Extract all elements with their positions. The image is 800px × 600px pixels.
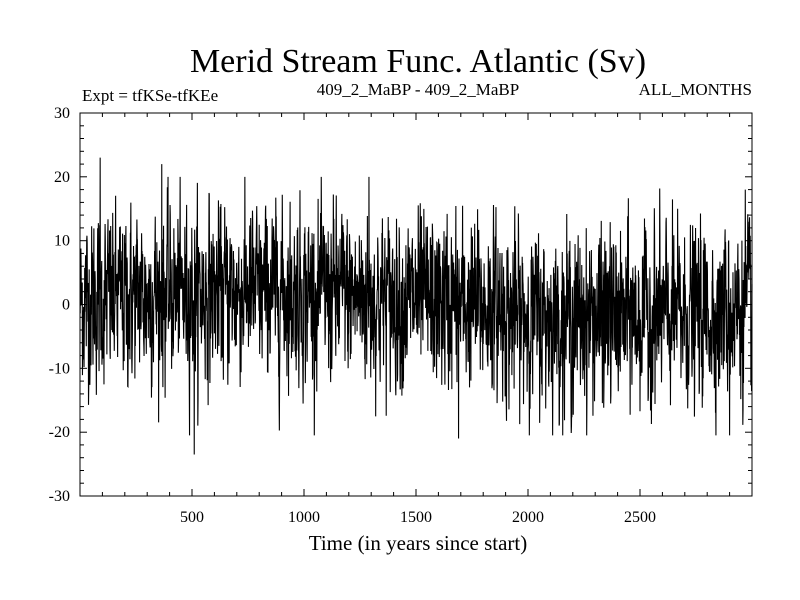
x-tick-label: 500: [180, 509, 204, 526]
series-layer: [79, 157, 753, 455]
chart-subtitle-right: ALL_MONTHS: [639, 80, 752, 99]
y-tick-label: 20: [54, 169, 70, 186]
y-tick-label: 10: [54, 233, 70, 250]
x-tick-label: 2500: [624, 509, 656, 526]
y-tick-label: 0: [62, 297, 70, 314]
y-tick-label: -30: [49, 488, 70, 505]
y-tick-label: 30: [54, 105, 70, 122]
series-line: [79, 157, 753, 455]
chart-subtitle-center: 409_2_MaBP - 409_2_MaBP: [317, 80, 519, 99]
x-axis-label: Time (in years since start): [309, 531, 528, 555]
ticks-layer: 500 1000 1500 2000 2500 30 20 10 0 -10 -20 -30: [49, 105, 752, 526]
x-tick-label: 1500: [400, 509, 432, 526]
x-tick-label: 1000: [288, 509, 320, 526]
x-tick-label: 2000: [512, 509, 544, 526]
chart-subtitle-left: Expt = tfKSe-tfKEe: [82, 86, 218, 105]
y-tick-label: -10: [49, 360, 70, 377]
chart-title: Merid Stream Func. Atlantic (Sv): [190, 43, 646, 80]
y-tick-label: -20: [49, 424, 70, 441]
